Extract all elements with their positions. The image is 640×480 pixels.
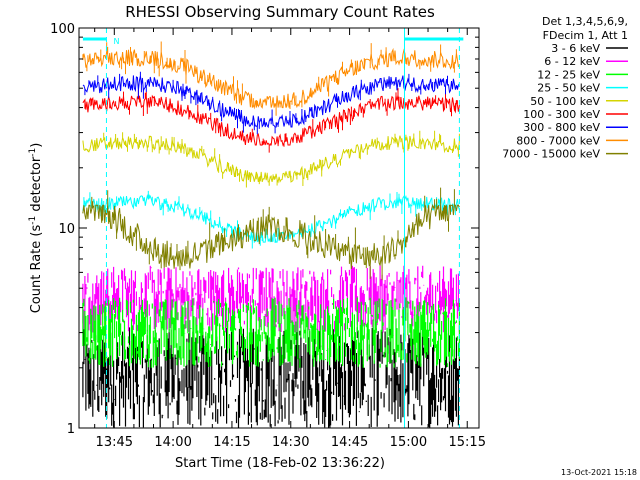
series-3 (82, 297, 460, 368)
axes: 13:45 14:00 14:15 14:30 14:45 15:00 15:15 1 10 10… (50, 22, 486, 450)
legend-label-7: 300 - 800 keV (523, 121, 600, 134)
series-6 (82, 88, 460, 153)
series-line-8 (82, 41, 460, 116)
legend-label-5: 50 - 100 keV (530, 95, 600, 108)
legend-label-3: 12 - 25 keV (537, 68, 600, 81)
x-tick-label-7: 15:15 (449, 435, 486, 450)
legend-label-2: 6 - 12 keV (544, 55, 600, 68)
x-tick-label-1: 13:45 (96, 435, 133, 450)
x-tick-label-5: 14:45 (331, 435, 368, 450)
legend-header-1: Det 1,3,4,5,6,9, (542, 15, 628, 28)
y-axis-label-close: ) (29, 143, 44, 148)
x-tick-label-4: 14:30 (272, 435, 309, 450)
legend-label-4: 25 - 50 keV (537, 82, 600, 95)
legend-header-2: FDecim 1, Att 1 (543, 29, 628, 42)
series-8 (82, 41, 460, 116)
footer-timestamp: 13-Oct-2021 15:18 (561, 468, 637, 477)
series-line-6 (82, 88, 460, 153)
x-axis-label: Start Time (18-Feb-02 13:36:22) (175, 456, 385, 471)
flag-label: N (113, 37, 119, 46)
series-line-4 (82, 190, 460, 249)
series-line-3 (82, 297, 460, 368)
legend-label-6: 100 - 300 keV (523, 108, 600, 121)
legend-label-8: 800 - 7000 keV (516, 134, 600, 147)
series-5 (82, 130, 460, 188)
y-axis-label-main: Count Rate (s (29, 225, 44, 314)
y-axis-label: Count Rate (s-1 detector-1) (28, 143, 44, 314)
legend: Det 1,3,4,5,6,9, FDecim 1, Att 1 3 - 6 k… (502, 15, 628, 161)
legend-label-9: 7000 - 15000 keV (502, 148, 600, 161)
y-axis-label-sup1: -1 (28, 216, 38, 225)
x-tick-label-6: 15:00 (390, 435, 427, 450)
series-line-5 (82, 130, 460, 188)
chart-title: RHESSI Observing Summary Count Rates (125, 3, 435, 21)
x-tick-label-2: 14:00 (154, 435, 191, 450)
y-tick-label-2: 10 (58, 222, 75, 237)
x-tick-label-3: 14:15 (213, 435, 250, 450)
y-tick-label-3: 100 (50, 22, 75, 37)
plot-area: N (82, 28, 464, 428)
y-tick-label-1: 1 (67, 422, 75, 437)
y-axis-label-tail: detector (29, 156, 44, 216)
y-axis-label-sup2: -1 (28, 148, 38, 157)
legend-label-1: 3 - 6 keV (551, 42, 600, 55)
series-line-9 (82, 187, 460, 281)
series-4 (82, 190, 460, 249)
series-9 (82, 187, 460, 281)
